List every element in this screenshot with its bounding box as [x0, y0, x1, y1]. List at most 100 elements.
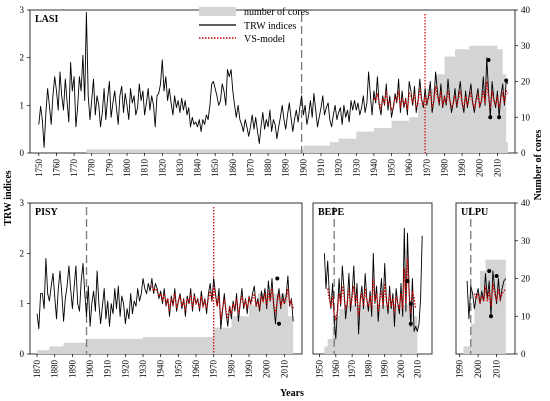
- x-tick-label-bepe-2000: 2000: [396, 360, 406, 379]
- x-tick-label-lasi-1800: 1800: [122, 159, 132, 178]
- y-tick-label-left-row1-2: 2: [20, 248, 25, 258]
- x-tick-label-lasi-1810: 1810: [140, 159, 150, 178]
- x-tick-label-ulpu-2000: 2000: [473, 360, 483, 379]
- x-tick-label-lasi-1990: 1990: [457, 159, 467, 178]
- x-tick-label-pisy-2010: 2010: [279, 360, 289, 379]
- legend-swatch-cores: [199, 7, 236, 16]
- x-tick-label-lasi-1820: 1820: [157, 159, 167, 178]
- y-tick-label-right-row0-30: 30: [521, 41, 531, 51]
- y-tick-label-right-row1-10: 10: [521, 311, 531, 321]
- y-tick-label-right-row0-20: 20: [521, 77, 531, 87]
- x-tick-label-lasi-1870: 1870: [245, 158, 255, 177]
- x-tick-label-pisy-1940: 1940: [156, 360, 166, 379]
- x-tick-label-bepe-1990: 1990: [380, 360, 390, 379]
- x-tick-label-pisy-1980: 1980: [226, 360, 236, 379]
- legend-label-cores: number of cores: [244, 7, 309, 18]
- x-axis-label: Years: [280, 388, 304, 399]
- x-tick-label-pisy-1990: 1990: [244, 360, 254, 379]
- marker-point-bepe-1: [408, 301, 413, 306]
- x-tick-label-lasi-1830: 1830: [175, 159, 185, 178]
- x-tick-label-lasi-1760: 1760: [51, 159, 61, 178]
- x-tick-label-pisy-1890: 1890: [67, 360, 77, 379]
- x-tick-label-lasi-1770: 1770: [69, 159, 79, 178]
- x-tick-label-ulpu-2010: 2010: [492, 360, 502, 379]
- y-tick-label-left-row0-2: 2: [20, 53, 25, 63]
- vs-model-series-ulpu: [473, 283, 507, 307]
- x-tick-label-lasi-1850: 1850: [210, 159, 220, 178]
- x-tick-label-lasi-1900: 1900: [298, 159, 308, 178]
- cores-area-pisy: [37, 293, 294, 354]
- y-tick-label-right-row1-30: 30: [521, 236, 531, 246]
- x-tick-label-lasi-1890: 1890: [281, 159, 291, 178]
- y-tick-label-right-row0-0: 0: [521, 148, 526, 158]
- y-axis-left-label: TRW indices: [3, 170, 14, 225]
- x-tick-label-pisy-1870: 1870: [32, 360, 42, 379]
- x-tick-label-lasi-1950: 1950: [387, 159, 397, 178]
- x-tick-label-lasi-1980: 1980: [439, 159, 449, 178]
- y-tick-label-left-row0-3: 3: [20, 5, 25, 15]
- x-tick-label-lasi-1880: 1880: [263, 159, 273, 178]
- trw-series-ulpu: [466, 270, 507, 320]
- site-label-ulpu: ULPU: [461, 207, 488, 218]
- x-tick-label-lasi-1840: 1840: [193, 159, 203, 178]
- marker-point-bepe-0: [405, 279, 410, 283]
- x-tick-label-lasi-1970: 1970: [422, 159, 432, 178]
- vs-model-series-pisy: [151, 285, 294, 319]
- x-tick-label-bepe-1970: 1970: [347, 360, 357, 379]
- x-tick-label-pisy-1960: 1960: [191, 360, 201, 379]
- y-tick-label-right-row0-40: 40: [521, 5, 531, 15]
- y-tick-label-left-row1-3: 3: [20, 198, 25, 208]
- marker-point-ulpu-0: [487, 269, 492, 273]
- cores-area-lasi: [38, 45, 508, 153]
- vs-model-series-bepe: [327, 258, 417, 322]
- axes-layer: 1750 1760 1770 1780 1790 1800 1810 1820 1830 1840…: [20, 5, 531, 378]
- x-tick-label-pisy-1950: 1950: [173, 360, 183, 379]
- x-tick-label-pisy-1920: 1920: [120, 360, 130, 379]
- y-tick-label-right-row1-0: 0: [521, 349, 526, 359]
- marker-point-pisy-1: [277, 321, 281, 326]
- x-tick-label-lasi-1940: 1940: [369, 159, 379, 178]
- site-label-bepe: BEPE: [318, 207, 344, 218]
- x-tick-label-bepe-1950: 1950: [315, 360, 325, 379]
- cores-area-ulpu: [463, 259, 506, 354]
- x-tick-label-lasi-1780: 1780: [87, 159, 97, 178]
- site-label-lasi: LASI: [35, 14, 58, 25]
- x-tick-label-lasi-1930: 1930: [351, 159, 361, 178]
- x-tick-label-ulpu-1990: 1990: [455, 360, 465, 379]
- y-axis-right-label: Number of cores: [533, 130, 544, 201]
- site-label-pisy: PISY: [35, 207, 59, 218]
- y-tick-label-right-row1-20: 20: [521, 274, 531, 284]
- marker-point-lasi-3: [504, 78, 509, 83]
- marker-point-ulpu-1: [489, 314, 493, 319]
- marker-point-pisy-0: [275, 276, 280, 281]
- data-layer: [36, 11, 509, 354]
- x-tick-label-lasi-1910: 1910: [316, 159, 326, 178]
- trw-series-lasi: [38, 11, 509, 148]
- y-tick-label-left-row1-0: 0: [20, 349, 25, 359]
- x-tick-label-pisy-1930: 1930: [138, 360, 148, 379]
- x-tick-label-pisy-1900: 1900: [85, 360, 95, 379]
- vs-model-series-lasi: [373, 81, 509, 112]
- marker-point-lasi-2: [497, 115, 502, 120]
- cores-area-bepe: [324, 304, 418, 354]
- marker-point-bepe-2: [408, 321, 413, 326]
- x-tick-label-pisy-2000: 2000: [262, 360, 272, 379]
- y-tick-label-right-row1-40: 40: [521, 198, 531, 208]
- x-tick-label-lasi-1790: 1790: [104, 159, 114, 178]
- marker-point-lasi-1: [488, 115, 493, 120]
- y-tick-label-right-row0-10: 10: [521, 112, 531, 122]
- legend-label-trw: TRW indices: [244, 21, 296, 32]
- x-tick-label-pisy-1910: 1910: [103, 360, 113, 379]
- x-tick-label-bepe-2010: 2010: [412, 360, 422, 379]
- y-tick-label-left-row1-1: 1: [20, 299, 25, 309]
- x-tick-label-lasi-1860: 1860: [228, 159, 238, 178]
- marker-point-lasi-0: [486, 58, 491, 62]
- x-tick-label-lasi-2000: 2000: [475, 159, 485, 178]
- trw-series-bepe: [323, 227, 423, 340]
- x-tick-label-pisy-1880: 1880: [50, 360, 60, 379]
- y-tick-label-left-row0-1: 1: [20, 100, 25, 110]
- x-tick-label-lasi-1920: 1920: [334, 159, 344, 178]
- x-tick-label-bepe-1960: 1960: [331, 360, 341, 379]
- x-tick-label-lasi-1750: 1750: [34, 159, 44, 178]
